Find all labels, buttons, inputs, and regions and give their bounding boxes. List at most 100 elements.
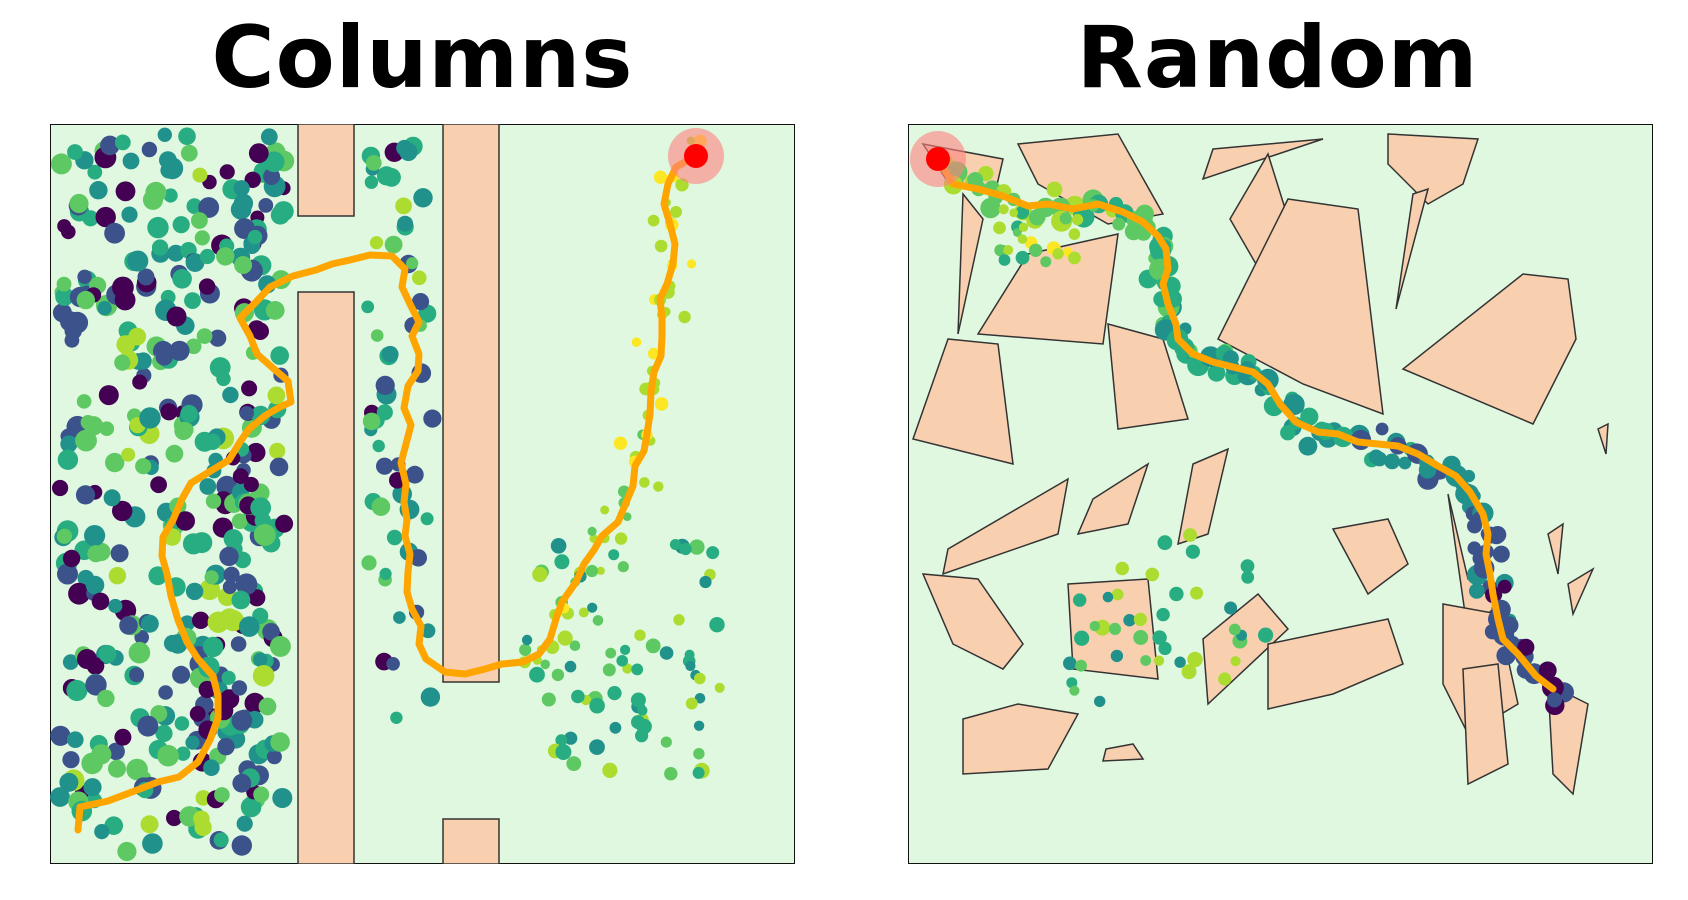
tree-node [1009, 208, 1019, 218]
tree-node [160, 162, 177, 179]
tree-node [199, 478, 217, 495]
tree-node [98, 385, 119, 406]
tree-node [114, 354, 131, 371]
tree-node [386, 657, 400, 671]
obstacle-polygon [1102, 743, 1145, 762]
tree-node [223, 566, 240, 583]
tree-node [1073, 593, 1087, 607]
tree-node [361, 300, 375, 314]
tree-node [397, 215, 414, 232]
tree-node [555, 744, 572, 760]
tree-node [602, 762, 618, 779]
tree-node [253, 652, 268, 667]
tree-node [1017, 234, 1028, 244]
tree-node [1157, 535, 1173, 551]
tree-node [175, 511, 195, 531]
tree-node [605, 647, 617, 659]
tree-node [362, 412, 381, 431]
obstacle-polygon [1395, 187, 1430, 310]
tree-node [129, 667, 145, 683]
tree-node [714, 682, 725, 693]
tree-node [262, 623, 280, 641]
tree-node [1218, 672, 1232, 686]
tree-node [645, 638, 661, 654]
tree-node [1181, 664, 1197, 680]
tree-node [390, 711, 403, 724]
tree-node [194, 818, 212, 836]
tree-node [602, 663, 616, 677]
tree-node [1241, 570, 1255, 584]
tree-node [1538, 661, 1557, 680]
tree-node [182, 533, 205, 555]
tree-node [1108, 622, 1122, 635]
tree-node [1015, 205, 1030, 220]
tree-node [1169, 586, 1184, 602]
tree-node [685, 660, 696, 672]
tree-node [420, 687, 441, 707]
tree-node [693, 748, 705, 760]
tree-node [540, 659, 550, 670]
tree-node [219, 164, 235, 180]
tree-node [384, 235, 403, 254]
tree-node [172, 269, 192, 289]
tree-node [231, 513, 248, 530]
tree-node [678, 310, 691, 324]
tree-node [94, 824, 110, 840]
tree-node [239, 406, 254, 421]
obstacle-polygon [1547, 522, 1564, 575]
tree-node [75, 485, 96, 505]
tree-node [1228, 623, 1241, 636]
tree-node [709, 617, 725, 633]
tree-node [386, 529, 403, 546]
tree-node [1046, 181, 1063, 198]
tree-node [993, 221, 1006, 235]
obstacle-polygon [1462, 663, 1509, 786]
tree-node [80, 415, 96, 430]
tree-node [1124, 222, 1143, 241]
tree-node [167, 244, 185, 262]
obstacle-polygon [1217, 198, 1384, 416]
tree-node [1368, 449, 1384, 465]
tree-node [1059, 212, 1072, 225]
tree-node [217, 738, 235, 756]
tree-node [639, 477, 650, 488]
tree-node [685, 697, 698, 710]
tree-node [369, 236, 384, 250]
tree-node [174, 716, 190, 731]
tree-node [128, 327, 147, 346]
goal-point [684, 144, 708, 168]
tree-node [370, 329, 384, 342]
tree-node [196, 328, 213, 344]
tree-node [1398, 456, 1412, 470]
tree-node [694, 693, 706, 704]
tree-node [230, 636, 247, 652]
tree-node [607, 686, 622, 701]
tree-node [647, 214, 660, 227]
tree-node [56, 528, 73, 544]
tree-node [1029, 243, 1043, 257]
tree-node [596, 566, 605, 575]
tree-node [566, 756, 582, 771]
tree-node [67, 144, 83, 160]
tree-node [1111, 588, 1124, 601]
tree-node [617, 561, 629, 573]
tree-node [376, 457, 394, 475]
tree-node [1123, 614, 1136, 627]
tree-node [150, 476, 167, 494]
tree-node [654, 239, 668, 253]
tree-node [250, 497, 272, 519]
tree-node [203, 759, 220, 776]
tree-node [145, 181, 167, 203]
tree-node [592, 615, 604, 626]
tree-node [554, 554, 570, 570]
tree-node [199, 248, 215, 265]
tree-node [1015, 250, 1030, 265]
obstacle-column [297, 124, 355, 217]
tree-node [107, 742, 125, 761]
tree-node [1133, 612, 1147, 626]
tree-node [132, 374, 148, 390]
tree-node [252, 665, 275, 687]
tree-node [216, 371, 231, 387]
tree-node [260, 128, 278, 146]
obstacle-polygon [1387, 133, 1480, 205]
